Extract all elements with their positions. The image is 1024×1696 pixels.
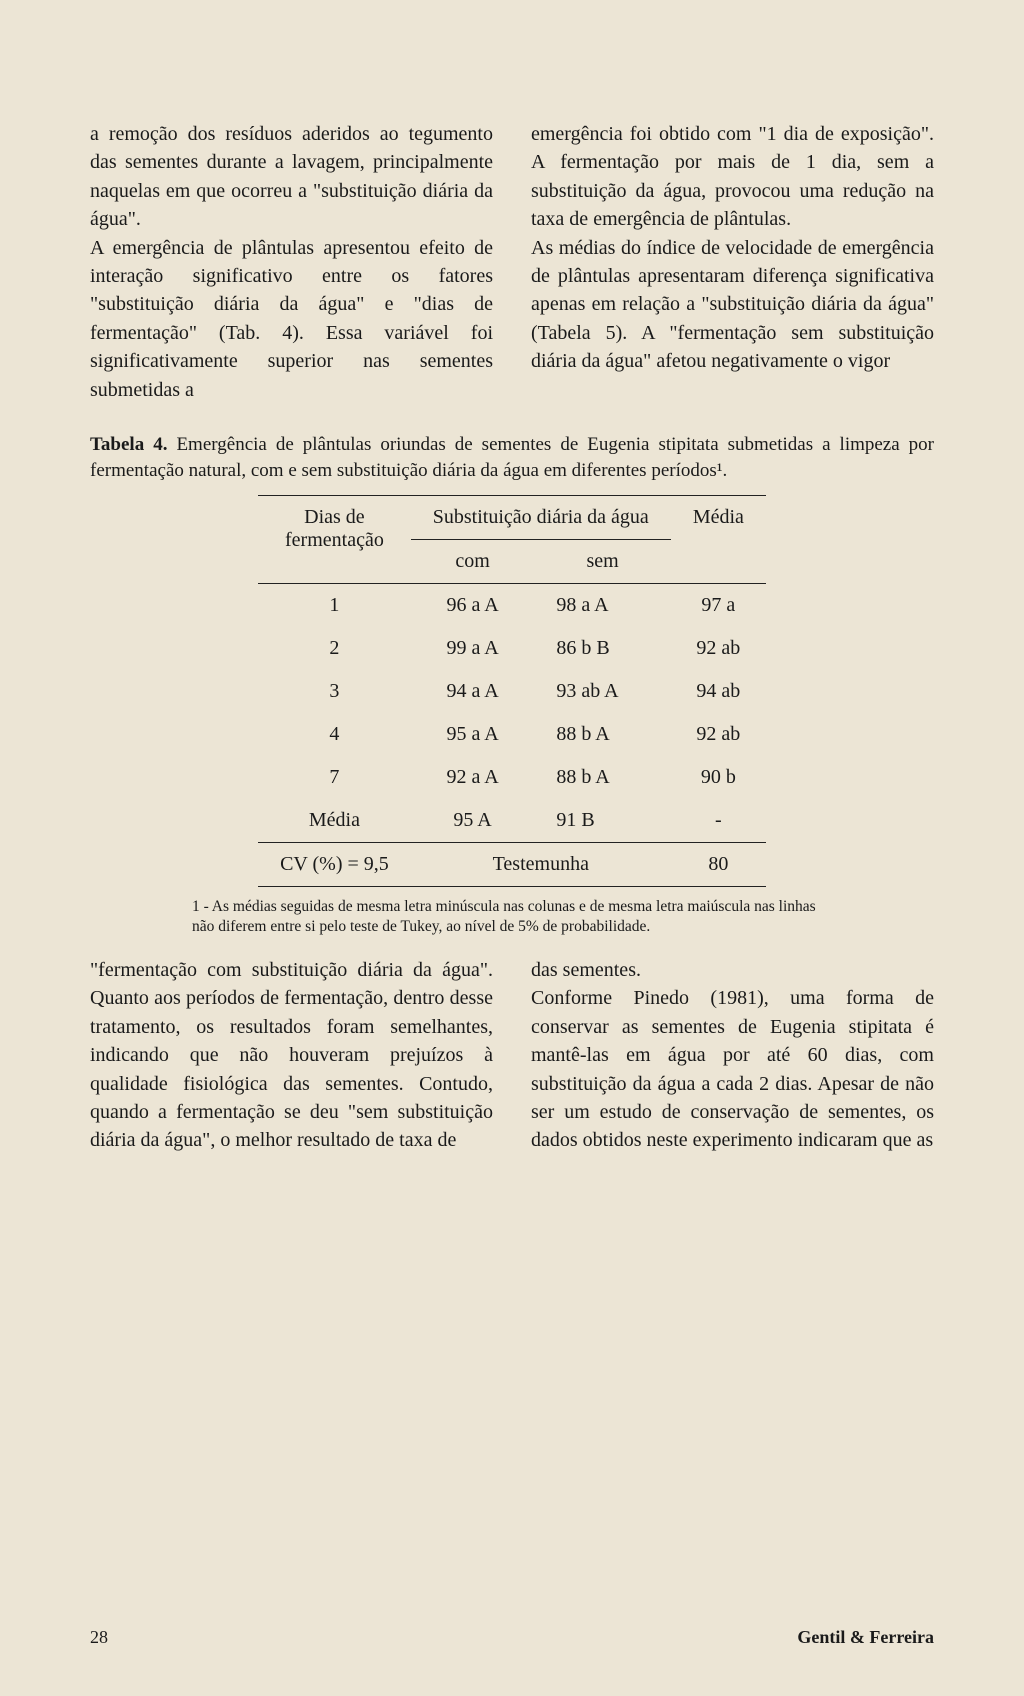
cell-dias: 1 — [258, 584, 411, 628]
upper-text-columns: a remoção dos resíduos aderidos ao tegum… — [90, 120, 934, 404]
cell-dias: 2 — [258, 627, 411, 670]
table-caption: Tabela 4. Emergência de plântulas oriund… — [90, 432, 934, 483]
page-footer: 28 Gentil & Ferreira — [90, 1627, 934, 1648]
cell-sem: 86 b B — [534, 627, 670, 670]
cell-com: 96 a A — [411, 584, 535, 628]
page-number: 28 — [90, 1627, 108, 1648]
lower-left-paragraph: "fermentação com substituição diária da … — [90, 956, 493, 1155]
cell-dias: Média — [258, 799, 411, 843]
cell-sem: 93 ab A — [534, 670, 670, 713]
cell-media: 90 b — [671, 756, 766, 799]
cell-dias: 4 — [258, 713, 411, 756]
lower-right-col: das sementes. Conforme Pinedo (1981), um… — [531, 956, 934, 1155]
cell-dias: 3 — [258, 670, 411, 713]
cell-media: 92 ab — [671, 627, 766, 670]
cell-testemunha: Testemunha — [411, 843, 671, 887]
cell-com: 94 a A — [411, 670, 535, 713]
th-sem: sem — [534, 540, 670, 584]
cell-media: 97 a — [671, 584, 766, 628]
cell-sem: 88 b A — [534, 756, 670, 799]
cell-media: - — [671, 799, 766, 843]
th-com: com — [411, 540, 535, 584]
upper-left-col: a remoção dos resíduos aderidos ao tegum… — [90, 120, 493, 404]
table-row: 2 99 a A 86 b B 92 ab — [258, 627, 766, 670]
cell-com: 92 a A — [411, 756, 535, 799]
cell-sem: 88 b A — [534, 713, 670, 756]
cell-dias: 7 — [258, 756, 411, 799]
lower-text-columns: "fermentação com substituição diária da … — [90, 956, 934, 1155]
cell-media: 92 ab — [671, 713, 766, 756]
cell-testval: 80 — [671, 843, 766, 887]
cell-media: 94 ab — [671, 670, 766, 713]
th-subst: Substituição diária da água — [411, 496, 671, 540]
table-caption-label: Tabela 4. — [90, 434, 167, 455]
authors-footer: Gentil & Ferreira — [797, 1627, 934, 1648]
th-dias: Dias de fermentação — [258, 496, 411, 584]
table-footer-row: CV (%) = 9,5 Testemunha 80 — [258, 843, 766, 887]
table-row-media: Média 95 A 91 B - — [258, 799, 766, 843]
table-row: 4 95 a A 88 b A 92 ab — [258, 713, 766, 756]
cell-cv: CV (%) = 9,5 — [258, 843, 411, 887]
table-caption-text: Emergência de plântulas oriundas de seme… — [90, 434, 934, 481]
lower-left-col: "fermentação com substituição diária da … — [90, 956, 493, 1155]
upper-right-col: emergência foi obtido com "1 dia de expo… — [531, 120, 934, 404]
data-table: Dias de fermentação Substituição diária … — [258, 495, 766, 887]
cell-com: 95 A — [411, 799, 535, 843]
table-row: 3 94 a A 93 ab A 94 ab — [258, 670, 766, 713]
cell-com: 95 a A — [411, 713, 535, 756]
upper-right-paragraph: emergência foi obtido com "1 dia de expo… — [531, 120, 934, 376]
table-footnote: 1 - As médias seguidas de mesma letra mi… — [192, 897, 832, 936]
table-row: 1 96 a A 98 a A 97 a — [258, 584, 766, 628]
cell-sem: 98 a A — [534, 584, 670, 628]
cell-com: 99 a A — [411, 627, 535, 670]
lower-right-paragraph: das sementes. Conforme Pinedo (1981), um… — [531, 956, 934, 1155]
table-row: 7 92 a A 88 b A 90 b — [258, 756, 766, 799]
cell-sem: 91 B — [534, 799, 670, 843]
th-media: Média — [671, 496, 766, 584]
upper-left-paragraph: a remoção dos resíduos aderidos ao tegum… — [90, 120, 493, 404]
